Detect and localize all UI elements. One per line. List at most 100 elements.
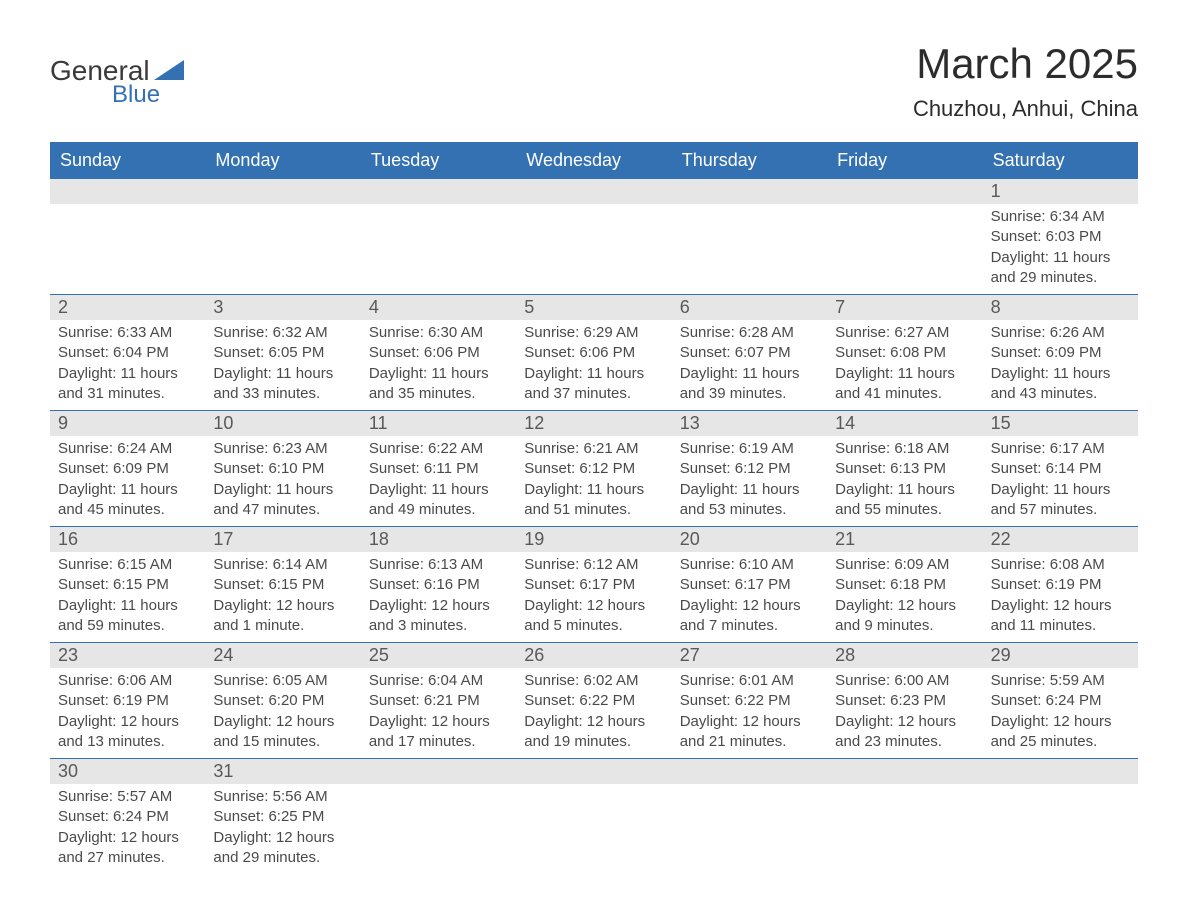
calendar-cell: 24Sunrise: 6:05 AMSunset: 6:20 PMDayligh… (205, 643, 360, 758)
day-detail: Sunrise: 5:56 AMSunset: 6:25 PMDaylight:… (205, 784, 360, 874)
calendar-cell: 1Sunrise: 6:34 AMSunset: 6:03 PMDaylight… (983, 179, 1138, 294)
sunrise-text: Sunrise: 5:57 AM (58, 787, 197, 807)
sunset-text: Sunset: 6:10 PM (213, 459, 352, 479)
day-number: 10 (205, 411, 360, 436)
calendar-cell (827, 179, 982, 294)
day-number: 24 (205, 643, 360, 668)
day-number: 2 (50, 295, 205, 320)
sunrise-text: Sunrise: 6:05 AM (213, 671, 352, 691)
day-number (50, 179, 205, 204)
day-detail: Sunrise: 6:09 AMSunset: 6:18 PMDaylight:… (827, 552, 982, 642)
day-number: 19 (516, 527, 671, 552)
day-number (361, 179, 516, 204)
day-detail (50, 204, 205, 213)
calendar-cell (50, 179, 205, 294)
logo-text-blue: Blue (112, 81, 160, 109)
calendar-cell: 31Sunrise: 5:56 AMSunset: 6:25 PMDayligh… (205, 759, 360, 874)
sunrise-text: Sunrise: 6:17 AM (991, 439, 1130, 459)
day-number: 23 (50, 643, 205, 668)
sunrise-text: Sunrise: 6:32 AM (213, 323, 352, 343)
sunset-text: Sunset: 6:08 PM (835, 343, 974, 363)
calendar-cell: 12Sunrise: 6:21 AMSunset: 6:12 PMDayligh… (516, 411, 671, 526)
day-number: 18 (361, 527, 516, 552)
day-detail: Sunrise: 6:34 AMSunset: 6:03 PMDaylight:… (983, 204, 1138, 294)
day-number: 9 (50, 411, 205, 436)
sunrise-text: Sunrise: 6:01 AM (680, 671, 819, 691)
day-number: 21 (827, 527, 982, 552)
daylight-text: Daylight: 11 hours and 53 minutes. (680, 480, 819, 521)
calendar-cell (516, 759, 671, 874)
day-detail (516, 784, 671, 793)
day-detail: Sunrise: 6:15 AMSunset: 6:15 PMDaylight:… (50, 552, 205, 642)
day-detail: Sunrise: 6:08 AMSunset: 6:19 PMDaylight:… (983, 552, 1138, 642)
day-detail (516, 204, 671, 213)
month-title: March 2025 (913, 40, 1138, 88)
day-detail: Sunrise: 6:04 AMSunset: 6:21 PMDaylight:… (361, 668, 516, 758)
day-detail: Sunrise: 6:30 AMSunset: 6:06 PMDaylight:… (361, 320, 516, 410)
weekday-header: Saturday (983, 142, 1138, 179)
daylight-text: Daylight: 11 hours and 49 minutes. (369, 480, 508, 521)
sunset-text: Sunset: 6:15 PM (58, 575, 197, 595)
day-detail: Sunrise: 6:14 AMSunset: 6:15 PMDaylight:… (205, 552, 360, 642)
day-number: 6 (672, 295, 827, 320)
sunrise-text: Sunrise: 6:29 AM (524, 323, 663, 343)
sunrise-text: Sunrise: 6:06 AM (58, 671, 197, 691)
sunset-text: Sunset: 6:03 PM (991, 227, 1130, 247)
sunset-text: Sunset: 6:16 PM (369, 575, 508, 595)
day-number (827, 179, 982, 204)
sunset-text: Sunset: 6:09 PM (991, 343, 1130, 363)
sunrise-text: Sunrise: 5:59 AM (991, 671, 1130, 691)
calendar-cell: 2Sunrise: 6:33 AMSunset: 6:04 PMDaylight… (50, 295, 205, 410)
day-number: 17 (205, 527, 360, 552)
sunrise-text: Sunrise: 6:18 AM (835, 439, 974, 459)
day-detail: Sunrise: 6:06 AMSunset: 6:19 PMDaylight:… (50, 668, 205, 758)
daylight-text: Daylight: 12 hours and 7 minutes. (680, 596, 819, 637)
sunset-text: Sunset: 6:19 PM (991, 575, 1130, 595)
calendar-cell: 28Sunrise: 6:00 AMSunset: 6:23 PMDayligh… (827, 643, 982, 758)
sunset-text: Sunset: 6:24 PM (991, 691, 1130, 711)
calendar-week-row: 1Sunrise: 6:34 AMSunset: 6:03 PMDaylight… (50, 179, 1138, 295)
sunrise-text: Sunrise: 6:09 AM (835, 555, 974, 575)
sunrise-text: Sunrise: 6:14 AM (213, 555, 352, 575)
daylight-text: Daylight: 12 hours and 23 minutes. (835, 712, 974, 753)
day-number: 3 (205, 295, 360, 320)
sunset-text: Sunset: 6:05 PM (213, 343, 352, 363)
logo: General Blue (50, 55, 184, 109)
daylight-text: Daylight: 11 hours and 47 minutes. (213, 480, 352, 521)
sunrise-text: Sunrise: 6:15 AM (58, 555, 197, 575)
day-detail: Sunrise: 6:01 AMSunset: 6:22 PMDaylight:… (672, 668, 827, 758)
sunrise-text: Sunrise: 5:56 AM (213, 787, 352, 807)
daylight-text: Daylight: 11 hours and 37 minutes. (524, 364, 663, 405)
sunset-text: Sunset: 6:18 PM (835, 575, 974, 595)
day-detail: Sunrise: 6:23 AMSunset: 6:10 PMDaylight:… (205, 436, 360, 526)
sunset-text: Sunset: 6:19 PM (58, 691, 197, 711)
day-number: 15 (983, 411, 1138, 436)
daylight-text: Daylight: 11 hours and 39 minutes. (680, 364, 819, 405)
day-number: 7 (827, 295, 982, 320)
day-number: 30 (50, 759, 205, 784)
sunset-text: Sunset: 6:06 PM (369, 343, 508, 363)
day-number: 25 (361, 643, 516, 668)
daylight-text: Daylight: 11 hours and 35 minutes. (369, 364, 508, 405)
daylight-text: Daylight: 12 hours and 3 minutes. (369, 596, 508, 637)
day-detail: Sunrise: 5:57 AMSunset: 6:24 PMDaylight:… (50, 784, 205, 874)
sunset-text: Sunset: 6:22 PM (524, 691, 663, 711)
day-detail: Sunrise: 6:33 AMSunset: 6:04 PMDaylight:… (50, 320, 205, 410)
sunrise-text: Sunrise: 6:12 AM (524, 555, 663, 575)
daylight-text: Daylight: 11 hours and 43 minutes. (991, 364, 1130, 405)
calendar-cell: 20Sunrise: 6:10 AMSunset: 6:17 PMDayligh… (672, 527, 827, 642)
calendar-cell: 25Sunrise: 6:04 AMSunset: 6:21 PMDayligh… (361, 643, 516, 758)
weekday-header: Wednesday (516, 142, 671, 179)
day-number: 29 (983, 643, 1138, 668)
sunrise-text: Sunrise: 6:10 AM (680, 555, 819, 575)
daylight-text: Daylight: 12 hours and 29 minutes. (213, 828, 352, 869)
daylight-text: Daylight: 11 hours and 51 minutes. (524, 480, 663, 521)
day-number (361, 759, 516, 784)
sunrise-text: Sunrise: 6:24 AM (58, 439, 197, 459)
calendar-body: 1Sunrise: 6:34 AMSunset: 6:03 PMDaylight… (50, 179, 1138, 874)
day-detail: Sunrise: 6:26 AMSunset: 6:09 PMDaylight:… (983, 320, 1138, 410)
day-detail (672, 204, 827, 213)
sunset-text: Sunset: 6:21 PM (369, 691, 508, 711)
day-number: 5 (516, 295, 671, 320)
day-detail: Sunrise: 6:18 AMSunset: 6:13 PMDaylight:… (827, 436, 982, 526)
